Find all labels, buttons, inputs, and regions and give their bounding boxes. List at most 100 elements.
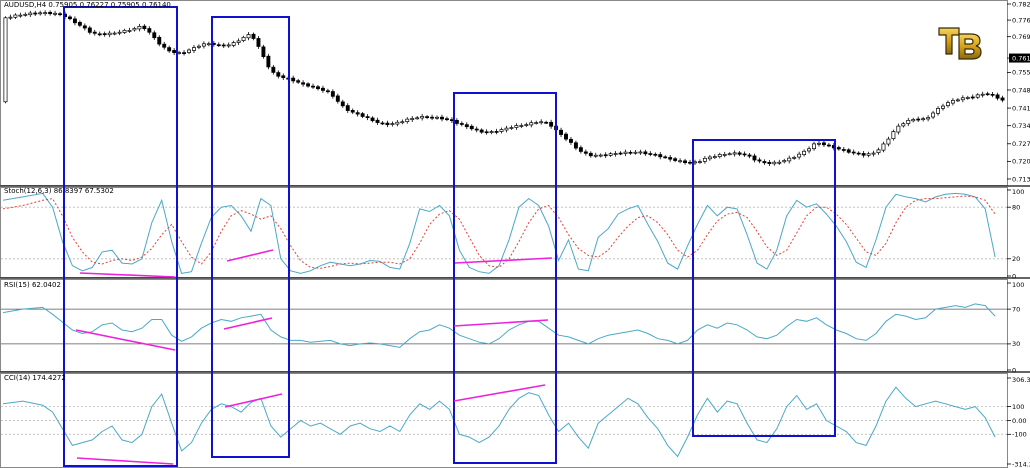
candle-body [598,154,603,157]
candle-body [226,44,231,47]
candle-body [871,152,876,155]
candle-body [807,148,812,152]
candle-body [82,25,87,29]
candle-body [970,96,975,99]
candle-body [697,161,702,163]
candle-body [390,123,395,125]
candle-body [68,16,72,20]
candle-body [509,127,514,129]
candle-body [821,142,826,146]
candle-body [960,97,965,101]
candle-body [18,14,23,17]
candle-body [926,117,931,120]
candle-body [792,157,797,159]
candle-body [936,107,940,114]
candle-body [717,154,722,158]
candle-body [23,13,28,16]
candle-body [53,12,58,15]
stoch-main-line [2,192,996,274]
candle-body [856,152,861,155]
candle-body [608,153,613,156]
price-axis-label: 0.71330 [1012,175,1030,183]
candle-body [707,156,712,160]
candle-body [28,12,33,16]
candle-body [266,55,271,68]
stoch-signal-line [2,195,996,269]
candle-body [578,147,583,152]
annotation-box [692,139,836,437]
candle-body [588,152,593,157]
candle-body [192,47,196,51]
candle-body [663,156,668,159]
candle-body [524,124,529,126]
candle-body [618,152,623,155]
candle-body [539,121,544,124]
candle-body [77,21,82,26]
price-panel-title: AUDUSD,H4 0.75905 0.76227 0.75905 0.7614… [4,1,171,9]
candle-body [464,124,469,128]
candle-body [8,16,13,19]
divergence-line [453,384,546,402]
candle-body [573,142,578,149]
candle-body [127,30,132,32]
candle-body [985,93,990,96]
candle-body [603,154,608,157]
candle-body [911,119,916,122]
candle-body [415,117,420,120]
price-axis-label: 0.72730 [1012,140,1030,148]
candle-body [474,128,479,131]
candle-body [479,129,484,133]
candle-body [941,105,945,109]
rsi-panel-title: RSI(15) 62.0402 [4,281,61,289]
cci-panel-title: CCI(14) 174.4272 [4,374,66,382]
candle-body [335,95,340,102]
candle-body [643,151,648,155]
candle-body [281,75,286,79]
rsi-line [2,303,996,348]
candle-body [425,116,430,119]
candle-body [529,122,534,126]
divergence-line [226,249,274,262]
divergence-line [76,457,174,465]
divergence-line [75,329,176,351]
candle-body [866,153,871,156]
candle-body [187,49,191,53]
current-price-flag [1009,53,1030,63]
candle-body [370,117,375,122]
candle-body [231,42,236,46]
price-axis-label: 0.72030 [1012,158,1030,166]
candle-body [975,94,980,98]
candle-body [365,116,370,119]
candle-body [48,11,53,15]
candle-body [13,14,18,18]
candle-body [435,116,439,119]
candle-body [33,12,38,15]
candle-body [459,123,464,125]
candle-body [802,150,807,155]
candle-body [826,144,831,147]
candle-body [117,31,122,34]
rsi-panel-frame [0,279,1008,372]
candle-body [722,154,727,156]
candle-body [980,93,985,96]
candle-body [38,12,43,15]
price-axis-label: 0.76990 [1012,33,1030,41]
candle-body [405,118,410,122]
candle-body [742,153,747,156]
candle-body [142,25,147,30]
cci-panel-frame [0,373,1008,468]
candle-body [469,125,474,130]
candle-body [316,86,320,90]
annotation-box [63,6,178,467]
candle-body [296,80,301,83]
axis-label: 0 [1012,272,1016,280]
stoch-panel-title: Stoch(12,6,3) 86.8397 67.5302 [4,187,114,195]
candle-body [137,25,142,30]
candle-body [896,125,901,133]
candle-body [206,43,211,46]
candle-body [583,151,588,154]
candle-body [489,131,494,133]
candle-body [931,112,936,118]
candle-body [861,153,866,156]
